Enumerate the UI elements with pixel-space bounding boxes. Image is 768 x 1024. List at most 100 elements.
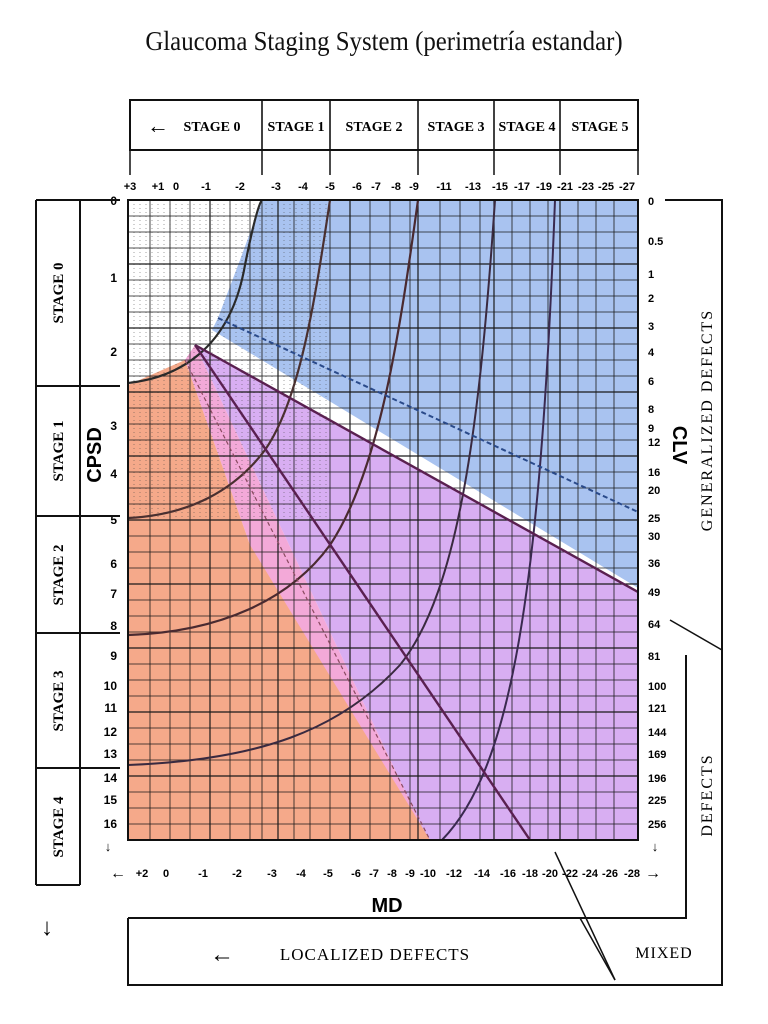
cpsd-tick-label: 13 (104, 747, 118, 761)
clv-tick-label: 49 (648, 587, 660, 599)
cpsd-tick-labels: 012345678910111213141516 (104, 194, 118, 831)
md-bottom-tick-label: -20 (542, 868, 558, 880)
left-stage-3-label: STAGE 3 (51, 671, 67, 732)
page-title: Glaucoma Staging System (perimetría esta… (145, 26, 623, 56)
cpsd-tick-label: 3 (110, 419, 117, 433)
generalized-bracket: GENERALIZED DEFECTS DEFECTS ← LOCALIZED … (127, 199, 723, 986)
plot-frame (127, 199, 639, 841)
blue-dashed-line (217, 317, 638, 513)
md-top-tick-label: -23 (578, 181, 594, 193)
md-axis-label: MD (371, 895, 402, 917)
top-stage-1-label: STAGE 1 (268, 120, 325, 135)
clv-tick-label: 100 (648, 681, 666, 693)
clv-tick-label: 121 (648, 703, 666, 715)
localized-defects-label: LOCALIZED DEFECTS (280, 945, 470, 964)
generalized-defects-region (212, 200, 638, 588)
grid-lines (128, 200, 638, 840)
boundary-curves (128, 200, 638, 840)
md-top-tick-label: -2 (235, 181, 245, 193)
cpsd-tick-label: 6 (110, 557, 117, 571)
localized-boundary-line (194, 344, 531, 840)
clv-tick-label: 25 (648, 513, 660, 525)
clv-tick-label: 225 (648, 795, 666, 807)
md-bottom-tick-label: 0 (163, 868, 169, 880)
cpsd-tick-label: 4 (110, 467, 117, 481)
clv-tick-label: 1 (648, 269, 654, 281)
clv-tick-label: 256 (648, 819, 666, 831)
clv-tick-label: 2 (648, 293, 654, 305)
clv-tick-label: 64 (648, 619, 661, 631)
md-left-arrow: ← (110, 865, 126, 882)
md-top-tick-label: -9 (409, 181, 419, 193)
mixed-label: MIXED (635, 945, 692, 962)
clv-tick-label: 0.5 (648, 236, 663, 248)
defects-label: DEFECTS (699, 753, 716, 836)
cpsd-down-arrow: ↓ (105, 839, 112, 854)
md-top-tick-label: -3 (271, 181, 281, 193)
left-stage-down-arrow: ↓ (41, 914, 53, 941)
stage2-boundary-curve (128, 200, 420, 637)
md-top-tick-label: -1 (201, 181, 211, 193)
md-bottom-tick-label: -4 (296, 868, 307, 880)
md-top-tick-label: -15 (492, 181, 508, 193)
cpsd-tick-label: 5 (110, 513, 117, 527)
md-top-tick-label: -6 (352, 181, 362, 193)
cpsd-tick-label: 15 (104, 793, 118, 807)
cpsd-tick-label: 11 (104, 701, 117, 715)
md-tick-labels-top: +3 +1 0 -1 -2 -3 -4 -5 -6 -7 -8 -9 -11 -13 -15 -17 -19 -2… (124, 181, 635, 193)
cpsd-tick-label: 16 (104, 817, 118, 831)
cpsd-tick-label: 10 (104, 679, 118, 693)
clv-tick-label: 3 (648, 321, 654, 333)
md-top-tick-label: -11 (436, 181, 451, 193)
md-top-tick-label: -8 (391, 181, 401, 193)
md-bottom-tick-label: -24 (582, 868, 599, 880)
md-bottom-tick-label: +2 (136, 868, 149, 880)
cpsd-tick-label: 1 (110, 271, 117, 285)
cpsd-tick-label: 12 (104, 725, 118, 739)
top-stage-arrow: ← (147, 113, 169, 138)
clv-tick-label: 20 (648, 485, 660, 497)
left-stage-2-label: STAGE 2 (51, 545, 67, 606)
clv-tick-label: 36 (648, 558, 660, 570)
clv-tick-label: 144 (648, 727, 667, 739)
clv-tick-label: 4 (648, 347, 655, 359)
generalized-defects-label: GENERALIZED DEFECTS (699, 309, 716, 531)
stage1-boundary-curve (128, 200, 332, 520)
cpsd-tick-label: 7 (110, 587, 117, 601)
top-stage-box (129, 99, 639, 151)
left-stage-0-label: STAGE 0 (51, 263, 67, 324)
md-top-tick-label: -17 (514, 181, 530, 193)
md-bottom-tick-label: -18 (522, 868, 538, 880)
md-bottom-tick-label: -5 (323, 868, 333, 880)
orange-edge-line (184, 359, 431, 840)
md-top-tick-label: -7 (371, 181, 381, 193)
localized-arrow: ← (210, 941, 234, 968)
md-top-tick-label: -13 (465, 181, 481, 193)
clv-tick-labels: 00.5123468912162025303649648110012114416… (648, 196, 667, 831)
cpsd-tick-label: 8 (110, 619, 117, 633)
md-bottom-tick-label: -2 (232, 868, 242, 880)
md-bottom-tick-label: -10 (420, 868, 436, 880)
md-top-tick-label: -4 (298, 181, 309, 193)
md-bottom-tick-label: -14 (474, 868, 491, 880)
clv-tick-label: 9 (648, 423, 654, 435)
md-bottom-tick-label: -1 (198, 868, 208, 880)
md-top-tick-label: +3 (124, 181, 137, 193)
md-top-tick-label: +1 (152, 181, 165, 193)
md-bottom-tick-label: -7 (369, 868, 379, 880)
md-top-tick-label: -27 (619, 181, 635, 193)
md-bottom-tick-label: -22 (562, 868, 578, 880)
clv-tick-label: 6 (648, 376, 654, 388)
md-top-tick-label: 0 (173, 181, 179, 193)
md-bottom-tick-label: -16 (500, 868, 516, 880)
md-bottom-tick-label: -3 (267, 868, 277, 880)
clv-tick-label: 16 (648, 467, 660, 479)
md-top-tick-label: -19 (536, 181, 552, 193)
md-right-arrow: → (645, 865, 661, 882)
stage3-boundary-curve (128, 200, 496, 766)
left-stage-column: STAGE 0 STAGE 1 STAGE 2 STAGE 3 STAGE 4 … (35, 199, 120, 941)
top-stage-header: ← STAGE 0 STAGE 1 STAGE 2 STAGE 3 STAGE … (129, 99, 639, 175)
md-top-tick-label: -5 (325, 181, 335, 193)
cpsd-axis-label: CPSD (84, 427, 106, 483)
clv-down-arrow: ↓ (652, 839, 659, 854)
